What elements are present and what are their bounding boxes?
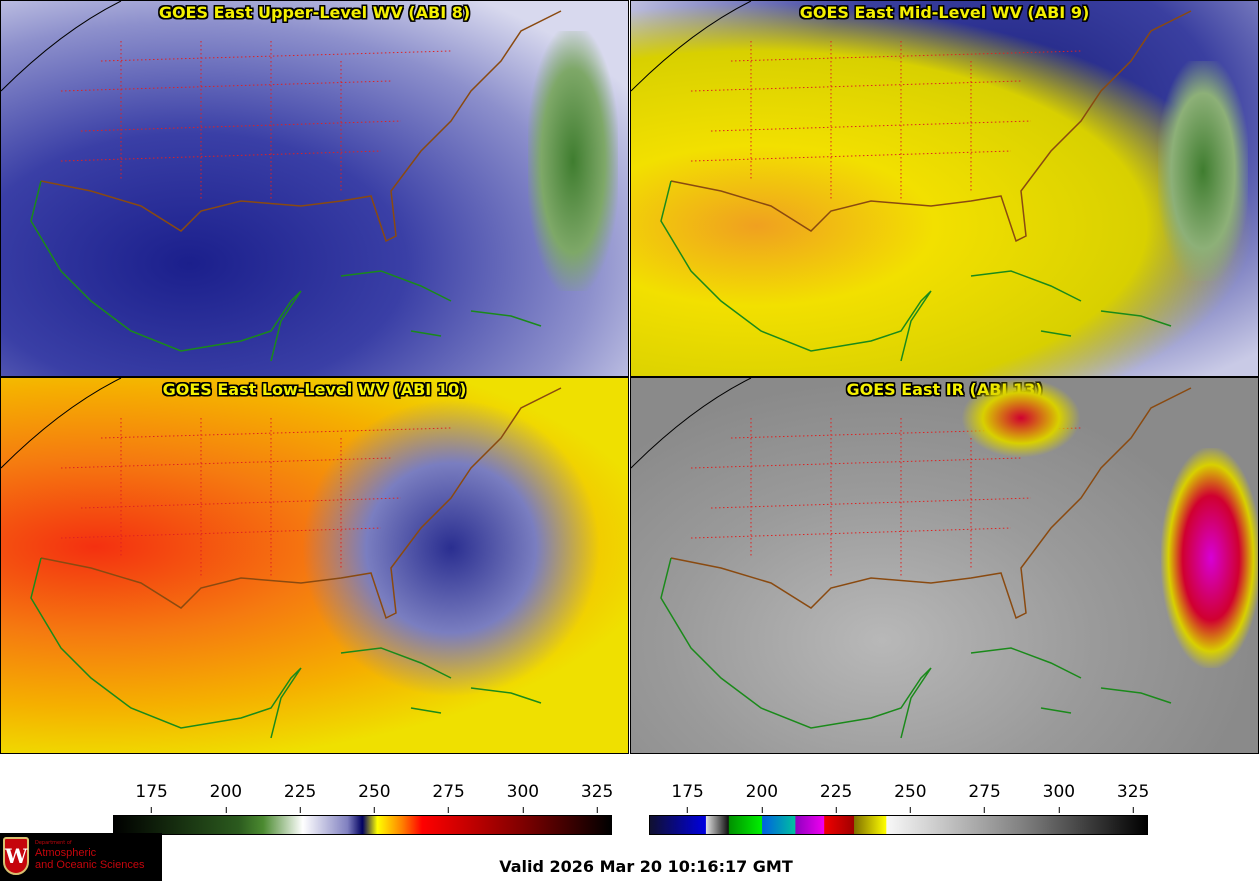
- colorbar-tick-label: 325: [1117, 782, 1149, 813]
- colorbar-tick-label: 275: [432, 782, 464, 813]
- map-overlay: [1, 1, 562, 362]
- colorbar-tick-label: 250: [894, 782, 926, 813]
- ir-colorbar: [649, 815, 1148, 835]
- ir-colorbar-ticks: 175 200 225 250 275 300 325: [649, 782, 1149, 816]
- colorbar-tick-label: 300: [507, 782, 539, 813]
- colorbar-tick-label: 200: [746, 782, 778, 813]
- colorbar-tick-label: 225: [820, 782, 852, 813]
- map-overlay: [1, 378, 562, 739]
- ir-panel: GOES East IR (ABI 13): [630, 377, 1259, 754]
- mid-level-wv-panel: GOES East Mid-Level WV (ABI 9): [630, 0, 1259, 377]
- logo-line-3: and Oceanic Sciences: [35, 859, 145, 871]
- map-overlay: [631, 1, 1192, 362]
- panel-title: GOES East Mid-Level WV (ABI 9): [799, 3, 1090, 22]
- wv-colorbar-ticks: 175 200 225 250 275 300 325: [113, 782, 613, 816]
- colorbar-tick-label: 325: [581, 782, 613, 813]
- map-overlay: [631, 378, 1192, 739]
- panel-title: GOES East Low-Level WV (ABI 10): [162, 380, 467, 399]
- colorbar-tick-label: 275: [968, 782, 1000, 813]
- colorbar-tick-label: 225: [284, 782, 316, 813]
- low-level-wv-panel: GOES East Low-Level WV (ABI 10): [0, 377, 629, 754]
- logo-line-2: Atmospheric: [35, 847, 97, 859]
- colorbar-tick-label: 250: [358, 782, 390, 813]
- colorbar-tick-label: 175: [671, 782, 703, 813]
- logo-line-1: Department of: [35, 840, 72, 846]
- upper-level-wv-panel: GOES East Upper-Level WV (ABI 8): [0, 0, 629, 377]
- colorbar-tick-label: 300: [1043, 782, 1075, 813]
- uw-crest-icon: W: [3, 837, 29, 875]
- panel-title: GOES East Upper-Level WV (ABI 8): [158, 3, 471, 22]
- wv-colorbar: [113, 815, 612, 835]
- valid-time: Valid 2026 Mar 20 10:16:17 GMT: [499, 857, 793, 876]
- colorbar-tick-label: 175: [135, 782, 167, 813]
- aos-logo: W Department of Atmospheric and Oceanic …: [0, 833, 162, 881]
- colorbar-tick-label: 200: [210, 782, 242, 813]
- panel-title: GOES East IR (ABI 13): [846, 380, 1043, 399]
